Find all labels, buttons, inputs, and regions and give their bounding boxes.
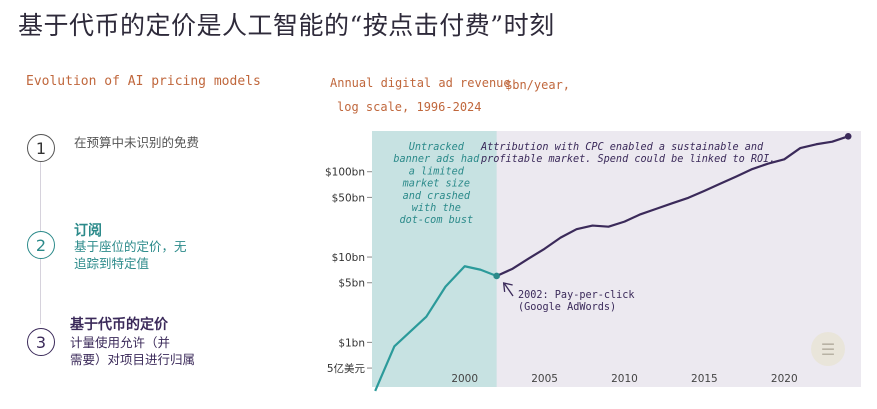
x-tick-label: 2010: [611, 373, 638, 385]
page-title: 基于代币的定价是人工智能的“按点击付费”时刻: [18, 11, 555, 40]
chart-subtitle: log scale, 1996-2024: [337, 100, 482, 114]
x-tick-label: 2020: [771, 373, 798, 385]
series-line-2: [496, 135, 849, 277]
callout-arrow: [504, 283, 514, 297]
x-tick-label: 2000: [451, 373, 478, 385]
section-subtitle: Evolution of AI pricing models: [26, 74, 261, 89]
x-tick-label: 2005: [531, 373, 558, 385]
step-2-body: 基于座位的定价，无 追踪到特定值: [74, 239, 187, 271]
latest-point: [844, 133, 852, 140]
pay-per-click-point: [493, 272, 500, 280]
step-3-circle: 3: [27, 328, 55, 356]
chart-title: Annual digital ad revenue: [330, 76, 511, 90]
y-tick-label: $100bn: [325, 167, 365, 179]
untracked-annotation-line: Untracked: [409, 142, 465, 153]
callout-label: 2002: Pay-per-click: [518, 290, 635, 301]
series-line-1: [374, 265, 498, 392]
callout-label: (Google AdWords): [518, 302, 616, 313]
y-tick-label: 5亿美元: [327, 362, 366, 375]
step-3-heading: 基于代币的定价: [70, 317, 168, 333]
step-2-circle: 2: [27, 231, 55, 259]
untracked-annotation-line: a limited: [409, 166, 465, 177]
step-1-circle: 1: [27, 134, 55, 162]
y-tick-label: $5bn: [338, 278, 365, 290]
y-tick-label: $50bn: [332, 192, 365, 204]
step-1-body: 在预算中未识别的免费: [74, 135, 200, 150]
chart-title-unit: $bn/year,: [505, 78, 571, 92]
step-3-body: 计量使用允许（并 需要）对项目进行归属: [70, 335, 196, 367]
callout-arrowhead: [502, 282, 513, 293]
untracked-annotation-line: market size: [402, 179, 470, 190]
step-2-heading: 订阅: [74, 223, 102, 239]
y-tick-label: $10bn: [332, 252, 365, 264]
attribution-annotation-line: Attribution with CPC enabled a sustainab…: [480, 142, 764, 153]
untracked-annotation-line: banner ads had: [393, 154, 480, 165]
document-icon: ☰: [811, 332, 845, 366]
untracked-annotation-line: and crashed: [403, 191, 471, 202]
untracked-annotation-line: with the: [412, 203, 461, 214]
x-tick-label: 2015: [691, 373, 718, 385]
untracked-annotation-line: dot-com bust: [400, 215, 474, 226]
untracked-era-shading: [372, 131, 497, 387]
attribution-annotation-line: profitable market. Spend could be linked…: [480, 154, 775, 165]
y-tick-label: $1bn: [338, 337, 365, 349]
